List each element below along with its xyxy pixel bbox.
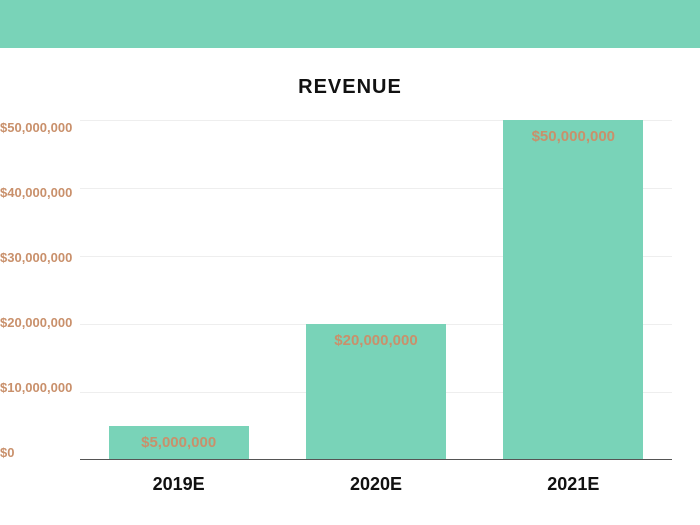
bar-slot: $20,000,000 <box>306 120 446 460</box>
y-tick-label: $10,000,000 <box>0 380 92 395</box>
bar-value-label: $20,000,000 <box>334 324 417 349</box>
y-tick-label: $40,000,000 <box>0 185 92 200</box>
bars-container: $5,000,000 $20,000,000 $50,000,000 <box>80 120 672 460</box>
x-tick-label: 2021E <box>503 474 643 495</box>
bar-value-label: $50,000,000 <box>532 120 615 145</box>
bar-value-label: $5,000,000 <box>141 426 216 451</box>
chart-title: REVENUE <box>0 76 700 99</box>
bar: $50,000,000 <box>503 120 643 460</box>
bar: $20,000,000 <box>306 324 446 460</box>
y-axis: $50,000,000 $40,000,000 $30,000,000 $20,000… <box>0 120 92 460</box>
x-tick-label: 2020E <box>306 474 446 495</box>
x-tick-label: 2019E <box>109 474 249 495</box>
x-axis-line <box>80 459 672 460</box>
y-tick-label: $20,000,000 <box>0 315 92 330</box>
x-axis: 2019E 2020E 2021E <box>80 474 672 495</box>
y-tick-label: $30,000,000 <box>0 250 92 265</box>
bar-slot: $50,000,000 <box>503 120 643 460</box>
bar-slot: $5,000,000 <box>109 120 249 460</box>
top-banner <box>0 0 700 48</box>
y-tick-label: $50,000,000 <box>0 120 92 135</box>
plot-area: $5,000,000 $20,000,000 $50,000,000 <box>80 120 672 460</box>
bar: $5,000,000 <box>109 426 249 460</box>
revenue-chart: $50,000,000 $40,000,000 $30,000,000 $20,000… <box>0 120 700 460</box>
y-tick-label: $0 <box>0 445 92 460</box>
